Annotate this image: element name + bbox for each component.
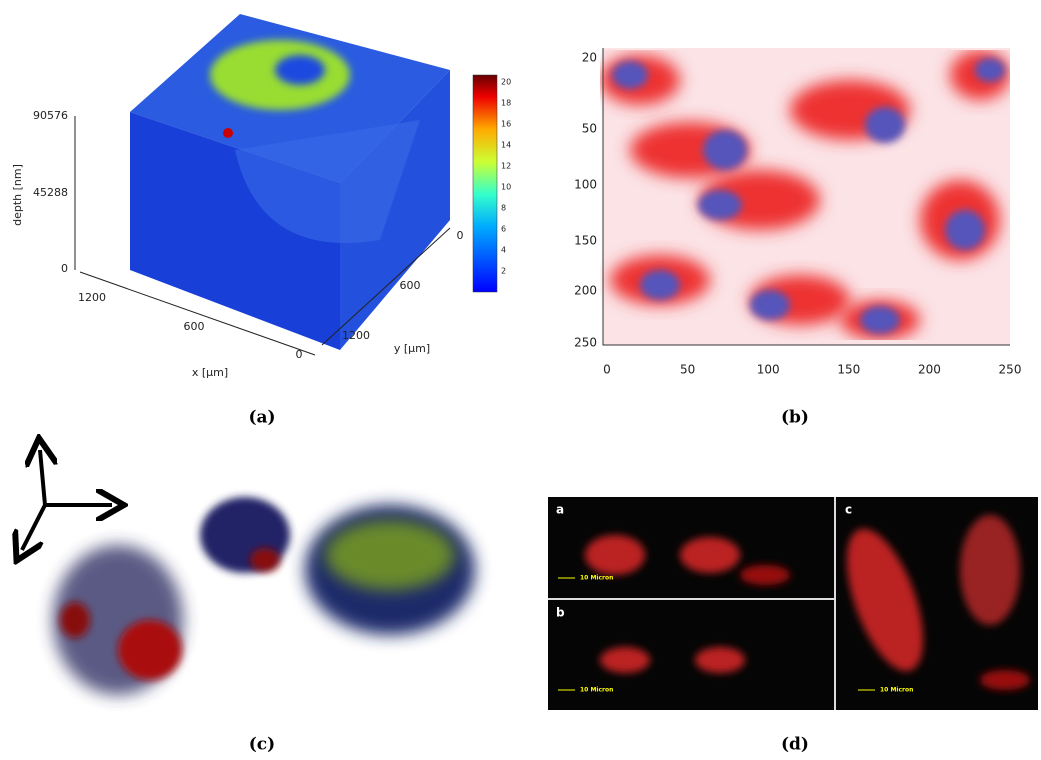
cell bbox=[695, 647, 745, 673]
cell bbox=[680, 537, 740, 573]
nucleus bbox=[640, 270, 680, 300]
y-tick-label: 150 bbox=[574, 234, 597, 248]
axis-arrow bbox=[22, 505, 45, 550]
nucleus bbox=[860, 306, 900, 334]
axis-label: y [μm] bbox=[394, 342, 430, 355]
cell bbox=[960, 515, 1020, 625]
y-tick-label: 50 bbox=[582, 122, 597, 136]
x-tick-label: 150 bbox=[837, 363, 860, 377]
cell-top bbox=[325, 520, 455, 590]
colorbar-label: 16 bbox=[501, 120, 511, 129]
nucleus bbox=[698, 190, 742, 220]
x-tick-label: 100 bbox=[757, 363, 780, 377]
colorbar-label: 12 bbox=[501, 162, 511, 171]
y-tick-label: 100 bbox=[574, 178, 597, 192]
tick-label: 600 bbox=[184, 320, 205, 333]
caption: (a) bbox=[248, 408, 275, 428]
tick-label: 600 bbox=[400, 279, 421, 292]
axis-label: x [μm] bbox=[192, 366, 228, 379]
axis-label: depth [nm] bbox=[11, 164, 24, 226]
cell bbox=[980, 670, 1030, 690]
nucleus bbox=[118, 620, 182, 680]
cell bbox=[600, 647, 650, 673]
subpanel-label: b bbox=[556, 606, 565, 620]
tick-label: 1200 bbox=[342, 329, 370, 342]
tick-label: 0 bbox=[457, 229, 464, 242]
panel-a: 90576 45288 0 depth [nm] 1200 600 0 x [μ… bbox=[11, 14, 511, 428]
nucleus bbox=[945, 210, 985, 250]
cell bbox=[585, 535, 645, 575]
surface-feature bbox=[275, 55, 325, 85]
colorbar-label: 10 bbox=[501, 183, 511, 192]
tick-label: 1200 bbox=[78, 291, 106, 304]
colorbar-label: 14 bbox=[501, 141, 511, 150]
subpanel-label: c bbox=[845, 503, 852, 517]
x-tick-label: 0 bbox=[603, 363, 611, 377]
x-tick-label: 50 bbox=[680, 363, 695, 377]
colorbar-label: 6 bbox=[501, 225, 506, 234]
colorbar-label: 18 bbox=[501, 99, 511, 108]
colorbar-label: 4 bbox=[501, 246, 506, 255]
image bbox=[548, 497, 1038, 710]
tick-label: 0 bbox=[61, 262, 68, 275]
nucleus bbox=[60, 602, 90, 638]
nucleus bbox=[975, 58, 1005, 82]
colorbar bbox=[473, 75, 497, 292]
panel-b: 20 50 100 150 200 250 0 50 100 150 200 250 (b) bbox=[574, 48, 1021, 428]
nucleus bbox=[612, 61, 648, 89]
scale-label: 10 Micron bbox=[880, 687, 913, 694]
nucleus bbox=[750, 290, 790, 320]
colorbar-label: 8 bbox=[501, 204, 506, 213]
subpanel-label: a bbox=[556, 503, 564, 517]
caption: (b) bbox=[781, 408, 809, 428]
caption: (c) bbox=[249, 735, 275, 755]
y-tick-label: 250 bbox=[574, 336, 597, 350]
scale-label: 10 Micron bbox=[580, 687, 613, 694]
panel-d: a b c 10 Micron 10 Micron 10 Micron (d) bbox=[548, 497, 1038, 755]
tick-label: 45288 bbox=[33, 186, 68, 199]
axis-arrow bbox=[40, 450, 45, 505]
nucleus bbox=[250, 548, 280, 572]
colorbar-label: 2 bbox=[501, 267, 506, 276]
x-tick-label: 250 bbox=[999, 363, 1022, 377]
tick-label: 90576 bbox=[33, 109, 68, 122]
scale-label: 10 Micron bbox=[580, 575, 613, 582]
nucleus bbox=[703, 130, 747, 170]
tick-label: 0 bbox=[296, 348, 303, 361]
cell bbox=[740, 565, 790, 585]
colorbar-label: 20 bbox=[501, 78, 511, 87]
figure: 90576 45288 0 depth [nm] 1200 600 0 x [μ… bbox=[0, 0, 1041, 760]
y-tick-label: 20 bbox=[582, 51, 597, 65]
nucleus bbox=[865, 107, 905, 143]
y-tick-label: 200 bbox=[574, 284, 597, 298]
x-tick-label: 200 bbox=[918, 363, 941, 377]
panel-c: (c) bbox=[22, 450, 475, 755]
caption: (d) bbox=[781, 735, 809, 755]
hotspot bbox=[223, 128, 233, 138]
